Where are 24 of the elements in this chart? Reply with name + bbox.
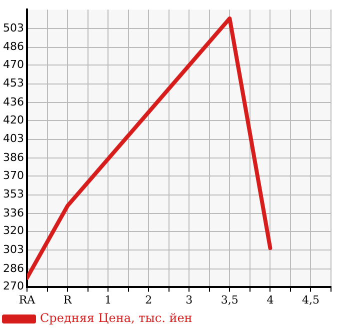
y-tick-label: 436 <box>2 96 24 109</box>
y-tick-label: 420 <box>2 113 24 126</box>
x-tick-label: 3 <box>186 293 193 306</box>
x-tick-label: 1 <box>104 293 112 306</box>
y-tick-label: 486 <box>2 40 24 54</box>
y-tick-label: 353 <box>2 188 24 201</box>
y-tick-label: 370 <box>2 168 24 182</box>
x-tick-label: 4,5 <box>302 293 320 306</box>
y-tick-label: 270 <box>2 280 24 293</box>
x-tick-label: R <box>63 293 72 306</box>
y-tick-label: 336 <box>2 206 24 220</box>
y-tick-label: 470 <box>2 58 24 71</box>
x-tick-label: 4 <box>266 293 274 306</box>
y-tick-label: 286 <box>2 262 24 275</box>
legend-label: Средняя Цена, тыс. йен <box>40 311 192 326</box>
y-tick-label: 503 <box>2 21 24 34</box>
y-tick-label: 403 <box>2 132 24 146</box>
y-tick-label: 453 <box>2 76 24 90</box>
x-tick-label: 2 <box>145 293 152 306</box>
x-tick-label: RA <box>18 293 36 306</box>
y-tick-label: 320 <box>2 224 24 238</box>
x-tick-label: 3,5 <box>220 293 238 306</box>
y-tick-label: 386 <box>2 151 24 164</box>
y-tick-label: 303 <box>2 243 24 256</box>
